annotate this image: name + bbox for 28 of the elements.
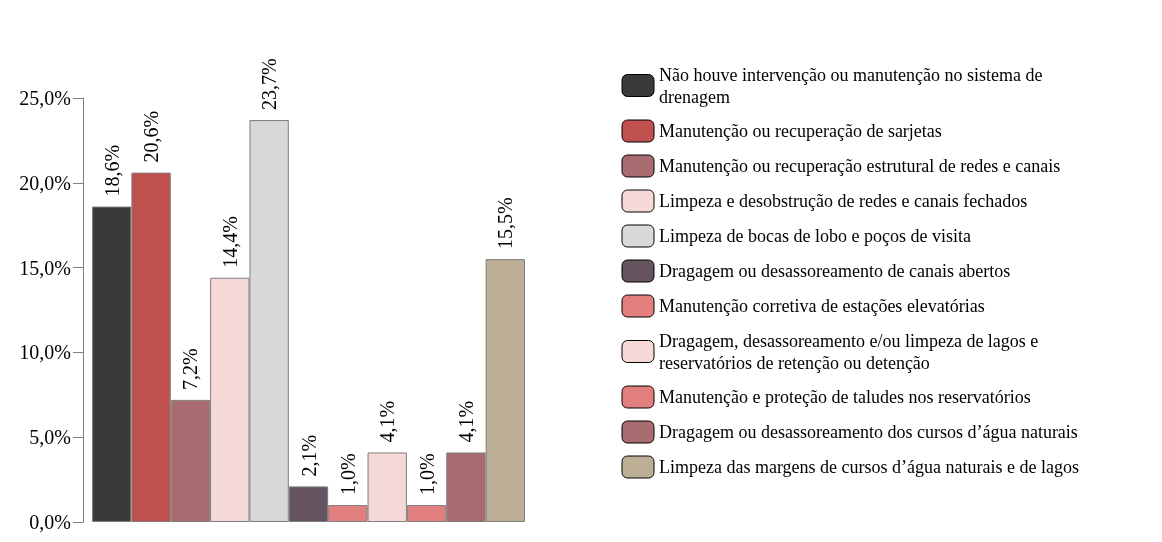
y-tick-label: 15,0% xyxy=(19,256,71,279)
y-tick-label: 0,0% xyxy=(29,511,71,533)
legend-label: Dragagem ou desassoreamento dos cursos d’água naturais xyxy=(659,422,1078,442)
y-tick-label: 25,0% xyxy=(19,87,71,109)
data-label: 18,6% xyxy=(100,144,123,197)
data-label: 20,6% xyxy=(140,110,163,163)
data-label: 7,2% xyxy=(179,348,202,390)
legend-label: Manutenção e proteção de taludes nos reservatórios xyxy=(659,387,1031,407)
legend-label: Manutenção ou recuperação de sarjetas xyxy=(659,121,942,141)
data-label: 15,5% xyxy=(494,197,517,250)
y-tick-label: 10,0% xyxy=(19,341,71,364)
data-label: 14,4% xyxy=(218,216,241,268)
legend-label: Limpeza das margens de cursos d’água naturais e de lagos xyxy=(659,457,1080,477)
legend-label: Limpeza e desobstrução de redes e canais fechados xyxy=(659,191,1028,211)
legend-label: Manutenção ou recuperação estrutural de redes e canais xyxy=(659,156,1061,176)
data-label: 1,0% xyxy=(336,453,359,496)
legend-label: Dragagem, desassoreamento e/ou limpeza de lagos e reservatórios de retenção ou detenção xyxy=(659,330,1043,373)
legend-label: Manutenção corretiva de estações elevatórias xyxy=(659,296,985,316)
y-tick-label: 5,0% xyxy=(29,426,71,449)
data-label: 23,7% xyxy=(258,58,281,111)
y-tick-label: 20,0% xyxy=(19,171,71,194)
legend-label: Dragagem ou desassoreamento de canais abertos xyxy=(659,261,1011,281)
data-label: 4,1% xyxy=(376,400,399,443)
legend-label: Limpeza de bocas de lobo e poços de visita xyxy=(659,226,971,246)
data-label: 2,1% xyxy=(297,434,320,477)
data-label: 4,1% xyxy=(454,400,477,443)
legend-label: Não houve intervenção ou manutenção no sistema de drenagem xyxy=(659,64,1047,107)
data-label: 1,0% xyxy=(415,453,438,496)
